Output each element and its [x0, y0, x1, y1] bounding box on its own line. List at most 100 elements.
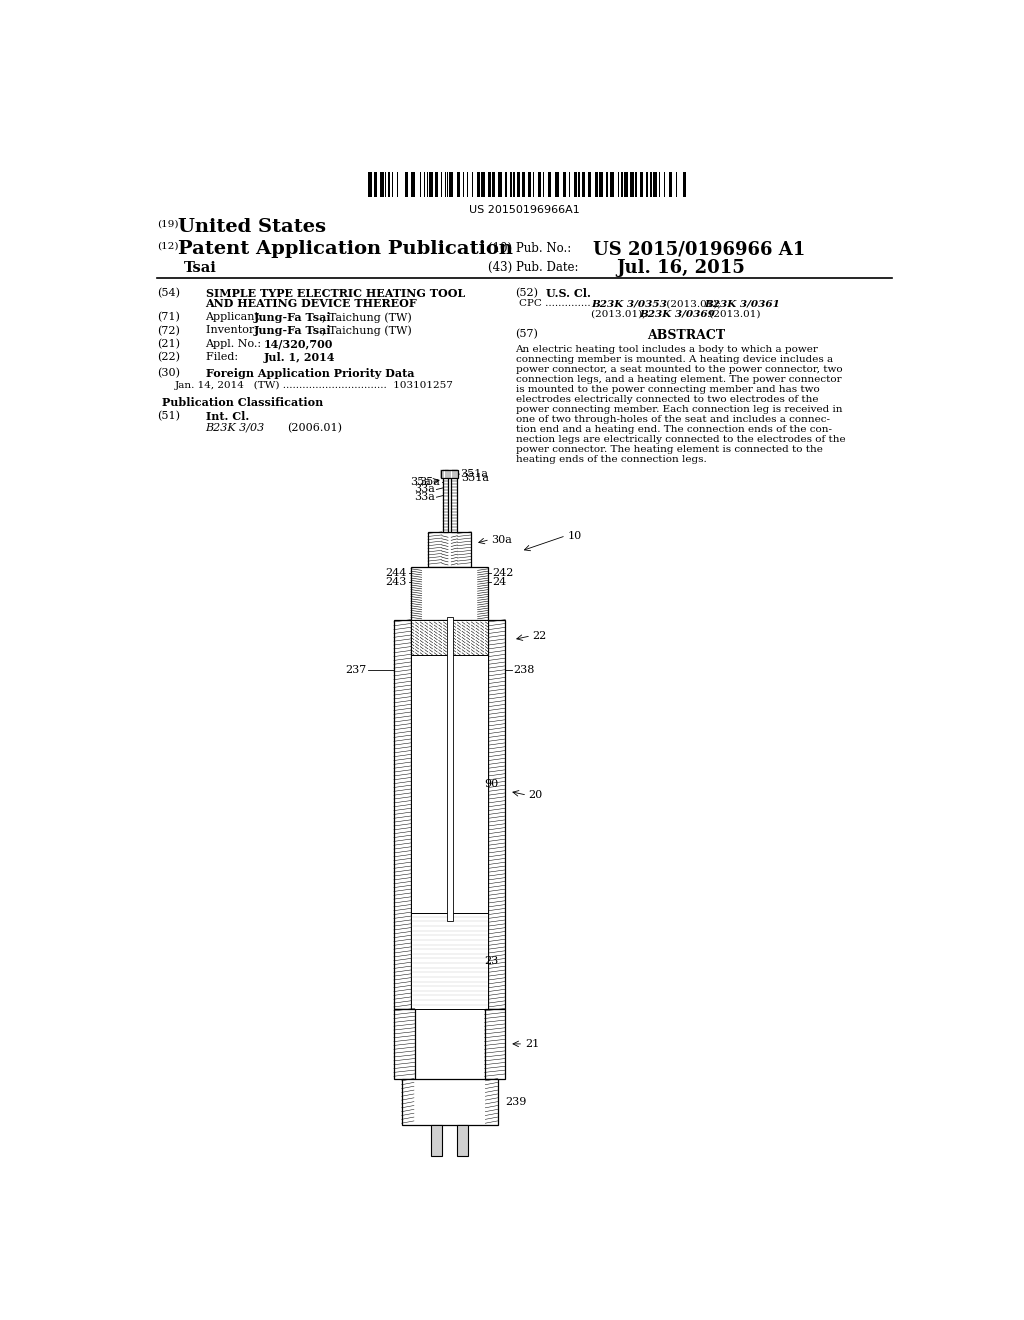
Bar	[493, 172, 496, 197]
Text: power connector. The heating element is connected to the: power connector. The heating element is …	[515, 445, 822, 454]
Polygon shape	[442, 586, 458, 601]
Text: (12): (12)	[158, 242, 179, 251]
Bar	[429, 172, 433, 197]
Text: 10: 10	[567, 531, 582, 541]
Bar	[630, 172, 634, 197]
Bar	[374, 172, 377, 197]
Bar	[463, 172, 464, 197]
Bar	[669, 172, 672, 197]
Text: (21): (21)	[158, 339, 180, 348]
Bar	[484, 1010, 506, 1078]
Bar	[435, 172, 438, 197]
Bar	[578, 172, 580, 197]
Bar	[488, 620, 506, 1010]
Bar	[664, 172, 665, 197]
Text: Filed:: Filed:	[206, 351, 265, 362]
Bar	[646, 172, 648, 197]
Bar	[477, 172, 480, 197]
Bar	[369, 172, 372, 197]
Text: Appl. No.:: Appl. No.:	[206, 339, 268, 348]
Bar	[640, 172, 643, 197]
Bar	[548, 172, 551, 197]
Bar	[506, 172, 507, 197]
Text: 30a: 30a	[490, 535, 512, 545]
Text: Jul. 16, 2015: Jul. 16, 2015	[616, 259, 745, 277]
Text: CPC ..............: CPC ..............	[518, 300, 590, 309]
Text: , Taichung (TW): , Taichung (TW)	[322, 313, 412, 323]
Bar	[683, 172, 686, 197]
Bar	[411, 620, 488, 655]
Text: B23K 3/0369: B23K 3/0369	[640, 309, 716, 318]
Text: Tsai: Tsai	[183, 261, 217, 275]
Bar	[543, 172, 544, 197]
Text: (2006.01): (2006.01)	[287, 422, 342, 433]
Bar	[431, 1125, 442, 1155]
Text: 242: 242	[493, 568, 514, 578]
Bar	[481, 172, 484, 197]
Text: (52): (52)	[515, 288, 539, 298]
Text: (71): (71)	[158, 313, 180, 322]
Bar	[653, 172, 657, 197]
Bar	[457, 172, 461, 197]
Bar	[487, 172, 490, 197]
Text: 351a: 351a	[460, 469, 487, 479]
Text: (10) Pub. No.:: (10) Pub. No.:	[488, 242, 571, 255]
Bar	[522, 172, 525, 197]
Text: 35a: 35a	[420, 477, 440, 487]
Text: heating ends of the connection legs.: heating ends of the connection legs.	[515, 455, 707, 463]
Text: B23K 3/0361: B23K 3/0361	[705, 300, 780, 309]
Text: (30): (30)	[158, 368, 180, 378]
Text: 351a: 351a	[461, 474, 489, 483]
Text: 239: 239	[506, 1097, 526, 1106]
Text: (2013.01);: (2013.01);	[592, 309, 649, 318]
Bar	[394, 620, 411, 1010]
Text: is mounted to the power connecting member and has two: is mounted to the power connecting membe…	[515, 385, 819, 393]
Text: connecting member is mounted. A heating device includes a: connecting member is mounted. A heating …	[515, 355, 833, 364]
Bar	[595, 172, 598, 197]
Text: United States: United States	[178, 218, 327, 236]
Bar	[442, 470, 449, 532]
Bar	[428, 532, 471, 566]
Text: Int. Cl.: Int. Cl.	[206, 411, 249, 422]
Bar	[610, 172, 614, 197]
Text: (2013.01): (2013.01)	[707, 309, 761, 318]
Bar	[411, 655, 488, 913]
Text: 24: 24	[493, 577, 507, 587]
Text: Jung-Fa Tsai: Jung-Fa Tsai	[254, 326, 331, 337]
Bar	[650, 172, 652, 197]
Text: (43) Pub. Date:: (43) Pub. Date:	[488, 261, 579, 273]
Bar	[441, 470, 458, 478]
Text: (57): (57)	[515, 330, 539, 339]
Bar	[555, 172, 559, 197]
Text: power connecting member. Each connection leg is received in: power connecting member. Each connection…	[515, 405, 842, 413]
Text: (54): (54)	[158, 288, 180, 298]
Text: Jung-Fa Tsai: Jung-Fa Tsai	[254, 313, 331, 323]
Text: SIMPLE TYPE ELECTRIC HEATING TOOL: SIMPLE TYPE ELECTRIC HEATING TOOL	[206, 288, 465, 298]
Bar	[394, 1010, 415, 1078]
Bar	[676, 172, 678, 197]
Text: power connector, a seat mounted to the power connector, two: power connector, a seat mounted to the p…	[515, 364, 842, 374]
Text: 21: 21	[524, 1039, 539, 1049]
Text: 238: 238	[513, 665, 535, 676]
Text: 22: 22	[532, 631, 547, 640]
Text: one of two through-holes of the seat and includes a connec-: one of two through-holes of the seat and…	[515, 414, 829, 424]
Text: 33a: 33a	[414, 492, 435, 502]
Text: tion end and a heating end. The connection ends of the con-: tion end and a heating end. The connecti…	[515, 425, 831, 434]
Text: (2013.01);: (2013.01);	[663, 300, 724, 309]
Text: Jul. 1, 2014: Jul. 1, 2014	[263, 351, 335, 363]
Text: (22): (22)	[158, 351, 180, 362]
Text: U.S. Cl.: U.S. Cl.	[547, 288, 592, 298]
Bar	[446, 616, 453, 921]
Bar	[538, 172, 541, 197]
Bar	[452, 470, 457, 532]
Text: B23K 3/0353: B23K 3/0353	[592, 300, 668, 309]
Text: Foreign Application Priority Data: Foreign Application Priority Data	[206, 368, 414, 379]
Bar	[513, 172, 515, 197]
Text: electrodes electrically connected to two electrodes of the: electrodes electrically connected to two…	[515, 395, 818, 404]
Bar	[449, 172, 453, 197]
Bar	[411, 566, 488, 620]
Bar	[411, 172, 415, 197]
Text: (51): (51)	[158, 411, 180, 421]
Text: , Taichung (TW): , Taichung (TW)	[322, 326, 412, 337]
Bar	[458, 1125, 468, 1155]
